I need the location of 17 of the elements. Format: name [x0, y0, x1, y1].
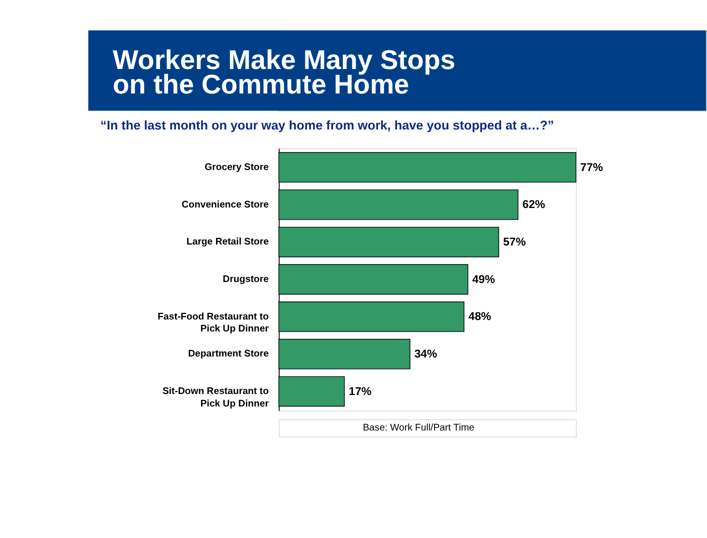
data-label: 17% [348, 386, 372, 398]
chart-subtitle: “In the last month on your way home from work, have you stopped at a…?” [100, 118, 554, 133]
y-tick-label: Large Retail Store [186, 236, 270, 248]
data-label: 77% [580, 162, 604, 174]
y-tick-label: Department Store [188, 348, 270, 360]
y-tick-label: Fast-Food Restaurant to Pick Up Dinner [158, 311, 269, 335]
data-label: 57% [503, 236, 526, 249]
y-tick-label: Drugstore [222, 274, 270, 285]
y-tick-label: Sit-Down Restaurant to Pick Up Dinner [162, 386, 269, 410]
data-label: 34% [414, 348, 438, 361]
chart-title: Workers Make Many Stops on the Commute Home [112, 44, 456, 100]
y-tick-label: Convenience Store [182, 199, 270, 210]
text: Base: Work Full/Part Time [362, 422, 474, 434]
data-label: 62% [522, 199, 546, 212]
y-tick-label: Grocery Store [204, 162, 270, 173]
data-label: 49% [472, 274, 495, 286]
data-label: 48% [468, 311, 492, 324]
